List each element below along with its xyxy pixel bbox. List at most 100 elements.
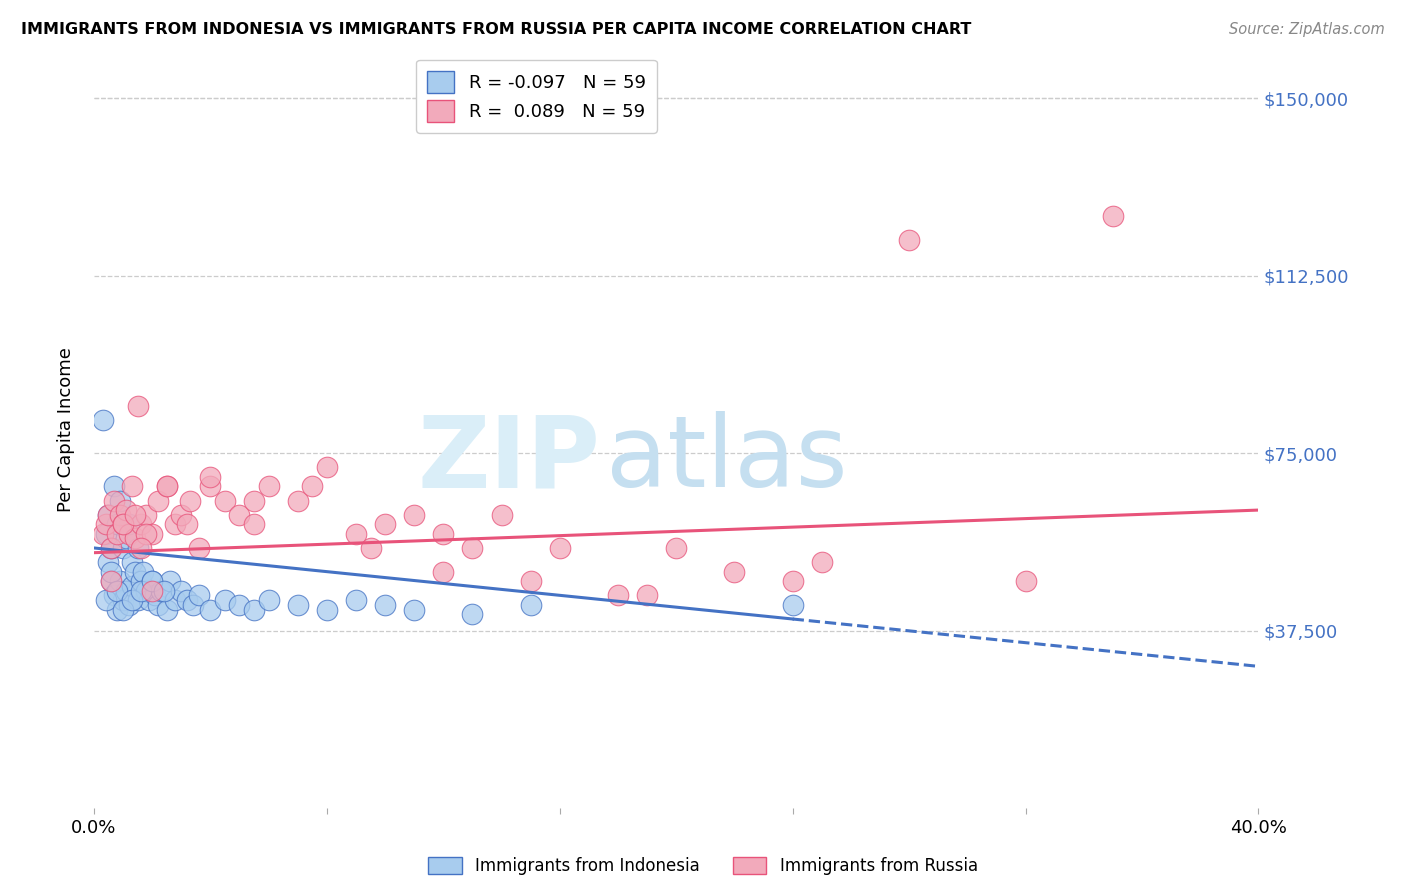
Point xyxy=(165,593,187,607)
Point xyxy=(118,598,141,612)
Point xyxy=(129,517,152,532)
Point xyxy=(112,602,135,616)
Point xyxy=(124,565,146,579)
Point xyxy=(200,602,222,616)
Point xyxy=(461,607,484,622)
Point xyxy=(315,460,337,475)
Point xyxy=(121,479,143,493)
Point xyxy=(360,541,382,555)
Point xyxy=(91,526,114,541)
Point xyxy=(404,602,426,616)
Point xyxy=(141,574,163,588)
Point xyxy=(432,565,454,579)
Y-axis label: Per Capita Income: Per Capita Income xyxy=(58,347,75,512)
Point xyxy=(135,526,157,541)
Point xyxy=(200,470,222,484)
Point xyxy=(127,541,149,555)
Point xyxy=(115,503,138,517)
Point xyxy=(156,479,179,493)
Point xyxy=(782,574,804,588)
Point xyxy=(115,532,138,546)
Text: IMMIGRANTS FROM INDONESIA VS IMMIGRANTS FROM RUSSIA PER CAPITA INCOME CORRELATIO: IMMIGRANTS FROM INDONESIA VS IMMIGRANTS … xyxy=(21,22,972,37)
Point xyxy=(782,598,804,612)
Point xyxy=(170,508,193,522)
Point xyxy=(100,574,122,588)
Point xyxy=(97,508,120,522)
Point xyxy=(898,233,921,247)
Point xyxy=(94,517,117,532)
Point xyxy=(97,508,120,522)
Point xyxy=(179,493,201,508)
Point xyxy=(138,593,160,607)
Point xyxy=(124,532,146,546)
Point xyxy=(723,565,745,579)
Point xyxy=(176,517,198,532)
Point xyxy=(156,602,179,616)
Point xyxy=(228,598,250,612)
Point xyxy=(153,583,176,598)
Point xyxy=(146,598,169,612)
Point xyxy=(108,508,131,522)
Point xyxy=(1102,210,1125,224)
Point xyxy=(118,517,141,532)
Point xyxy=(159,574,181,588)
Point xyxy=(103,493,125,508)
Point xyxy=(187,541,209,555)
Point xyxy=(665,541,688,555)
Point xyxy=(135,508,157,522)
Point xyxy=(129,583,152,598)
Point xyxy=(374,517,396,532)
Point xyxy=(124,508,146,522)
Point xyxy=(112,517,135,532)
Point xyxy=(461,541,484,555)
Point xyxy=(141,574,163,588)
Point xyxy=(176,593,198,607)
Point xyxy=(548,541,571,555)
Point xyxy=(344,593,367,607)
Point xyxy=(228,508,250,522)
Point xyxy=(97,555,120,569)
Point xyxy=(287,493,309,508)
Point xyxy=(108,574,131,588)
Point xyxy=(132,565,155,579)
Point xyxy=(94,526,117,541)
Point xyxy=(146,493,169,508)
Point xyxy=(214,593,236,607)
Text: Source: ZipAtlas.com: Source: ZipAtlas.com xyxy=(1229,22,1385,37)
Text: ZIP: ZIP xyxy=(418,411,600,508)
Point xyxy=(374,598,396,612)
Point xyxy=(810,555,832,569)
Point xyxy=(141,526,163,541)
Point xyxy=(257,479,280,493)
Point xyxy=(100,541,122,555)
Point xyxy=(143,588,166,602)
Point xyxy=(118,526,141,541)
Point xyxy=(105,583,128,598)
Point xyxy=(156,479,179,493)
Point xyxy=(187,588,209,602)
Point xyxy=(344,526,367,541)
Point xyxy=(1014,574,1036,588)
Point xyxy=(105,602,128,616)
Point xyxy=(243,602,266,616)
Point xyxy=(135,583,157,598)
Point xyxy=(112,517,135,532)
Point xyxy=(108,493,131,508)
Point xyxy=(257,593,280,607)
Text: atlas: atlas xyxy=(606,411,848,508)
Point xyxy=(129,574,152,588)
Legend: Immigrants from Indonesia, Immigrants from Russia: Immigrants from Indonesia, Immigrants fr… xyxy=(420,849,986,884)
Point xyxy=(121,593,143,607)
Point xyxy=(103,479,125,493)
Point xyxy=(91,413,114,427)
Point xyxy=(121,579,143,593)
Point xyxy=(115,583,138,598)
Point xyxy=(404,508,426,522)
Point xyxy=(214,493,236,508)
Point xyxy=(129,541,152,555)
Point xyxy=(127,399,149,413)
Point xyxy=(103,588,125,602)
Point xyxy=(243,517,266,532)
Point xyxy=(100,565,122,579)
Point xyxy=(315,602,337,616)
